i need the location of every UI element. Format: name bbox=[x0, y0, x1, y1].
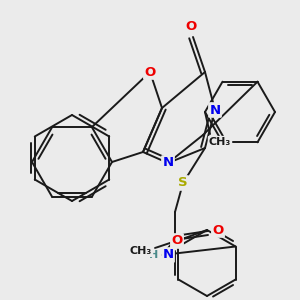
Text: N: N bbox=[162, 157, 174, 169]
Text: O: O bbox=[171, 235, 183, 248]
Text: S: S bbox=[178, 176, 188, 190]
Text: CH₃: CH₃ bbox=[130, 246, 152, 256]
Text: O: O bbox=[185, 20, 197, 34]
Text: O: O bbox=[144, 65, 156, 79]
Text: N: N bbox=[162, 248, 174, 262]
Text: CH₃: CH₃ bbox=[209, 137, 231, 147]
Text: H: H bbox=[149, 250, 159, 260]
Text: N: N bbox=[209, 103, 220, 116]
Text: O: O bbox=[212, 224, 224, 236]
